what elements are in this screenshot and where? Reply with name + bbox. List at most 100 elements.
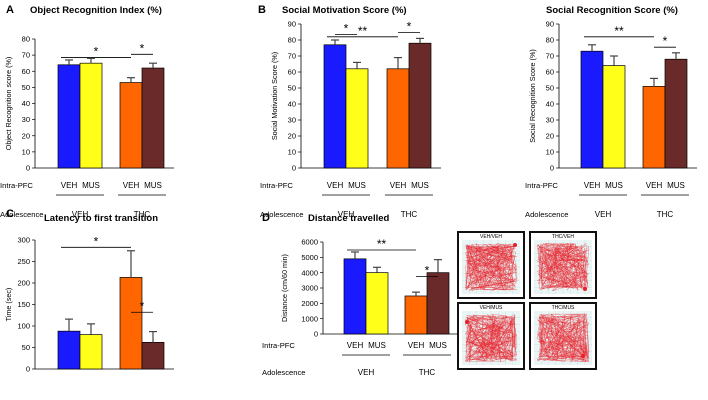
adolescence-label: THC: [401, 210, 418, 219]
y-tick-label: 10: [288, 148, 296, 157]
y-tick-label: 50: [22, 83, 30, 92]
chart-social-recognition: 0 10 20 30 40 50 60 70 80 90 Social Recognition Sc…: [525, 20, 697, 219]
y-tick-label: 3000: [301, 284, 318, 293]
bar-thc-mus: [141, 67, 165, 169]
significance-star: *: [407, 19, 412, 33]
bar-thc-mus: [426, 272, 450, 335]
chart-latency: 0 50 100 150 200 250 300 Time (sec) * *: [4, 234, 174, 374]
intra-pfc-label: MUS: [348, 181, 366, 190]
row-label-adolescence: Adolescence: [0, 210, 43, 219]
y-tick-label: 60: [22, 67, 30, 76]
y-tick-label: 10: [22, 147, 30, 156]
row-label-intra-pfc: Intra-PFC: [262, 341, 295, 350]
intra-pfc-label: MUS: [605, 181, 623, 190]
intra-pfc-label: MUS: [144, 181, 162, 190]
y-tick-label: 300: [17, 236, 30, 245]
panel-letter-d: D: [262, 212, 270, 224]
y-axis-title: Distance (cm/60 min): [280, 254, 289, 322]
y-tick-label: 60: [288, 68, 296, 77]
adolescence-label: THC: [134, 210, 151, 219]
row-label-intra-pfc: Intra-PFC: [260, 181, 293, 190]
intra-pfc-label: VEH: [584, 181, 601, 190]
y-tick-label: 70: [22, 51, 30, 60]
y-tick-label: 100: [17, 322, 30, 331]
panel-title-a: Object Recognition Index (%): [30, 5, 162, 16]
y-tick-label: 1000: [301, 314, 318, 323]
y-tick-label: 90: [546, 20, 554, 29]
track-end-dot: [583, 287, 587, 291]
intra-pfc-label: VEH: [646, 181, 663, 190]
track-path: [536, 242, 590, 291]
panel-title-b1: Social Motivation Score (%): [282, 5, 407, 16]
y-axis-title: Social Recognition Score (%): [528, 49, 537, 142]
y-tick-label: 60: [546, 68, 554, 77]
intra-pfc-label: VEH: [327, 181, 344, 190]
significance-star: *: [663, 34, 668, 48]
y-tick-label: 70: [546, 52, 554, 61]
y-tick-label: 20: [22, 131, 30, 140]
bar-thc-veh: [119, 277, 143, 370]
significance-star: *: [425, 264, 430, 278]
significance-star: *: [140, 41, 145, 55]
intra-pfc-label: MUS: [429, 341, 447, 350]
bar-veh-mus: [345, 68, 369, 169]
bar-thc-veh: [642, 86, 666, 169]
track-box: THC/VEH: [529, 231, 597, 299]
significance-star: *: [140, 299, 145, 313]
y-tick-label: 20: [288, 132, 296, 141]
adolescence-label: VEH: [595, 210, 612, 219]
intra-pfc-label: MUS: [82, 181, 100, 190]
y-tick-label: 90: [288, 20, 296, 29]
track-end-dot: [581, 354, 585, 358]
bar-veh-mus: [602, 65, 626, 169]
track-title: THC/MUS: [552, 305, 575, 311]
y-tick-label: 2000: [301, 299, 318, 308]
adolescence-label: VEH: [338, 210, 355, 219]
y-tick-label: 10: [546, 148, 554, 157]
adolescence-label: VEH: [72, 210, 89, 219]
chart-distance: 0 1000 2000 3000 4000 5000 6000 Distance (cm/60…: [262, 237, 459, 377]
y-tick-label: 40: [546, 100, 554, 109]
bar-veh-veh: [343, 258, 367, 335]
row-label-adolescence: Adolescence: [260, 210, 303, 219]
y-tick-label: 0: [26, 365, 30, 374]
y-tick-label: 0: [550, 164, 554, 173]
y-tick-label: 80: [546, 36, 554, 45]
y-tick-label: 6000: [301, 238, 318, 247]
bar-thc-veh: [386, 68, 410, 169]
adolescence-label: THC: [657, 210, 674, 219]
adolescence-label: THC: [419, 368, 436, 377]
panel-title-b2: Social Recognition Score (%): [546, 5, 678, 16]
y-axis-title: Social Motivation Score (%): [270, 52, 279, 140]
track-end-dot: [513, 243, 517, 247]
row-label-intra-pfc: Intra-PFC: [0, 181, 33, 190]
significance-star: **: [614, 24, 624, 38]
bar-veh-veh: [57, 64, 81, 169]
adolescence-label: VEH: [358, 368, 375, 377]
y-axis-title: Time (sec): [4, 288, 13, 322]
intra-pfc-label: MUS: [667, 181, 685, 190]
bar-veh-mus: [79, 334, 103, 370]
track-box: THC/MUS: [529, 302, 597, 370]
track-title: THC/VEH: [552, 234, 574, 240]
y-tick-label: 40: [288, 100, 296, 109]
significance-star: *: [94, 234, 99, 248]
track-path: [464, 242, 518, 292]
y-tick-label: 200: [17, 279, 30, 288]
y-tick-label: 30: [288, 116, 296, 125]
intra-pfc-label: VEH: [123, 181, 140, 190]
intra-pfc-label: MUS: [411, 181, 429, 190]
bar-veh-mus: [365, 272, 389, 335]
bar-thc-mus: [408, 42, 432, 169]
bar-veh-mus: [79, 62, 103, 169]
y-tick-label: 0: [26, 164, 30, 173]
y-tick-label: 50: [288, 84, 296, 93]
y-tick-label: 40: [22, 99, 30, 108]
row-label-adolescence: Adolescence: [262, 368, 305, 377]
bar-thc-veh: [119, 82, 143, 169]
track-title: VEH/MUS: [480, 305, 503, 311]
track-title: VEH/VEH: [480, 234, 502, 240]
y-tick-label: 250: [17, 257, 30, 266]
bar-veh-veh: [323, 44, 347, 169]
